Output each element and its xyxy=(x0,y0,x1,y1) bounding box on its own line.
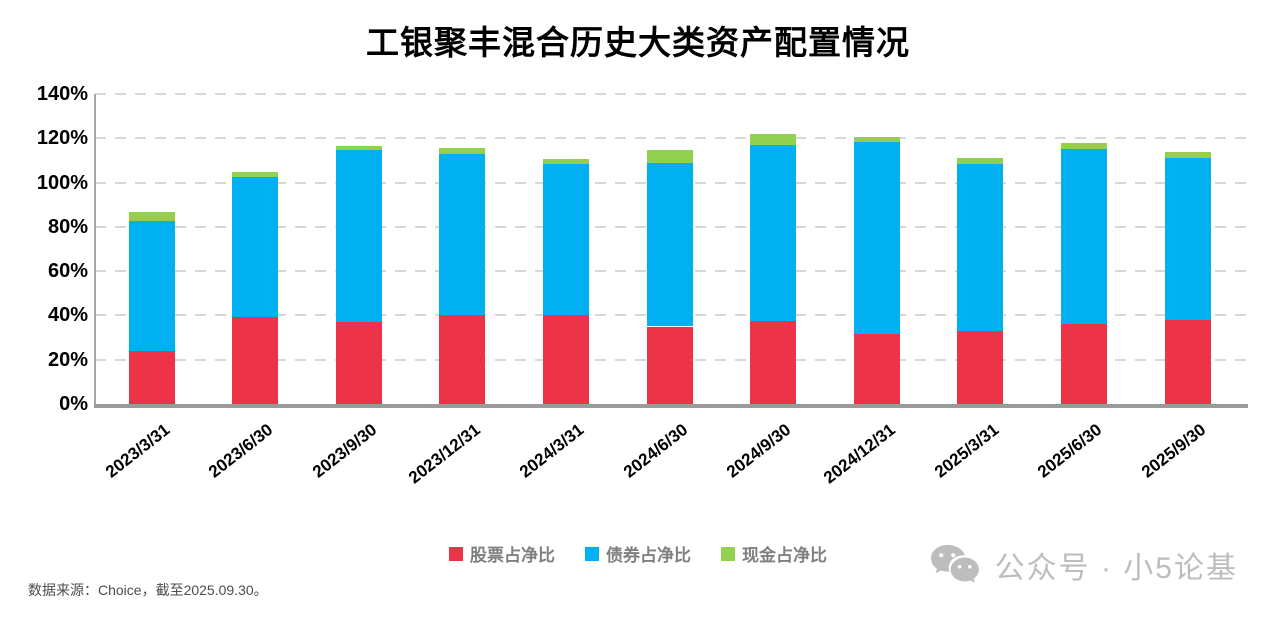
bar-segment xyxy=(646,162,693,327)
bar-segment xyxy=(128,221,175,351)
bar-segment xyxy=(232,171,279,178)
y-axis-tick-label: 20% xyxy=(47,348,88,371)
y-axis-tick-label: 40% xyxy=(47,304,88,327)
bar-segment xyxy=(542,163,589,316)
bar-segment xyxy=(128,350,175,404)
x-axis-tick-label: 2024/6/30 xyxy=(619,420,692,482)
x-axis-tick-label: 2023/6/30 xyxy=(205,420,277,482)
y-axis-tick-label: 120% xyxy=(36,127,88,150)
gridline xyxy=(95,137,1248,140)
legend-swatch-icon xyxy=(449,546,463,561)
x-axis-tick-label: 2023/12/31 xyxy=(405,420,484,488)
bar-segment xyxy=(1060,149,1107,325)
y-axis-line xyxy=(94,94,96,404)
y-axis-tick-label: 140% xyxy=(36,83,88,105)
bar-segment xyxy=(957,158,1004,164)
bar-segment xyxy=(1164,319,1211,404)
x-axis-tick-label: 2024/12/31 xyxy=(819,420,899,488)
x-axis-line xyxy=(94,404,1248,408)
watermark-text: 公众号 · 小5论基 xyxy=(994,552,1238,585)
bar-segment xyxy=(439,153,486,316)
x-axis-tick-label: 2024/3/31 xyxy=(516,420,588,482)
x-axis-tick-label: 2025/6/30 xyxy=(1034,420,1106,482)
bar-segment xyxy=(335,150,382,323)
bar-segment xyxy=(957,330,1004,404)
x-axis-tick-label: 2024/9/30 xyxy=(723,420,795,482)
legend-swatch-icon xyxy=(585,546,599,561)
bar-segment xyxy=(646,150,693,163)
legend: 股票占净比 债券占净比 现金占净比 xyxy=(0,541,1276,566)
bar-segment xyxy=(232,316,279,404)
bar-segment xyxy=(335,146,382,151)
bar-segment xyxy=(853,334,900,404)
bar-segment xyxy=(1060,142,1107,150)
legend-label: 债券占净比 xyxy=(606,546,691,565)
y-axis-tick-label: 80% xyxy=(47,215,88,238)
wechat-icon xyxy=(930,545,979,583)
bar-segment xyxy=(853,141,900,335)
source-note: 数据来源：Choice，截至2025.09.30。 xyxy=(28,582,268,598)
bar-segment xyxy=(1164,151,1211,159)
x-axis-tick-label: 2023/3/31 xyxy=(101,420,174,482)
x-axis-tick-label: 2025/9/30 xyxy=(1137,420,1210,482)
bar-segment xyxy=(232,177,279,317)
bar-segment xyxy=(750,133,797,145)
y-axis-tick-label: 100% xyxy=(36,171,88,194)
bar-segment xyxy=(750,320,797,404)
bar-segment xyxy=(439,148,486,154)
bar-segment xyxy=(957,163,1004,331)
bar-segment xyxy=(1060,324,1107,404)
bar-segment xyxy=(750,144,797,321)
legend-swatch-icon xyxy=(721,546,735,561)
bar-segment xyxy=(646,326,693,404)
y-axis-tick-label: 0% xyxy=(59,393,88,415)
x-axis-tick-label: 2023/9/30 xyxy=(309,420,381,482)
legend-item: 现金占净比 xyxy=(721,541,827,566)
legend-item: 债券占净比 xyxy=(585,541,691,566)
bar-segment xyxy=(335,322,382,404)
y-axis-tick-label: 60% xyxy=(47,260,88,283)
bar-segment xyxy=(542,159,589,164)
bar-segment xyxy=(853,137,900,142)
bar-segment xyxy=(439,315,486,404)
legend-item: 股票占净比 xyxy=(449,541,555,566)
x-axis-tick-label: 2025/3/31 xyxy=(930,420,1002,482)
chart-title: 工银聚丰混合历史大类资产配置情况 xyxy=(366,24,910,61)
bar-segment xyxy=(128,212,175,222)
bar-segment xyxy=(1164,158,1211,320)
bar-segment xyxy=(542,315,589,404)
legend-label: 股票占净比 xyxy=(470,546,555,565)
gridline xyxy=(95,93,1248,95)
watermark: 公众号 · 小5论基 xyxy=(929,543,1238,587)
legend-label: 现金占净比 xyxy=(742,546,827,565)
